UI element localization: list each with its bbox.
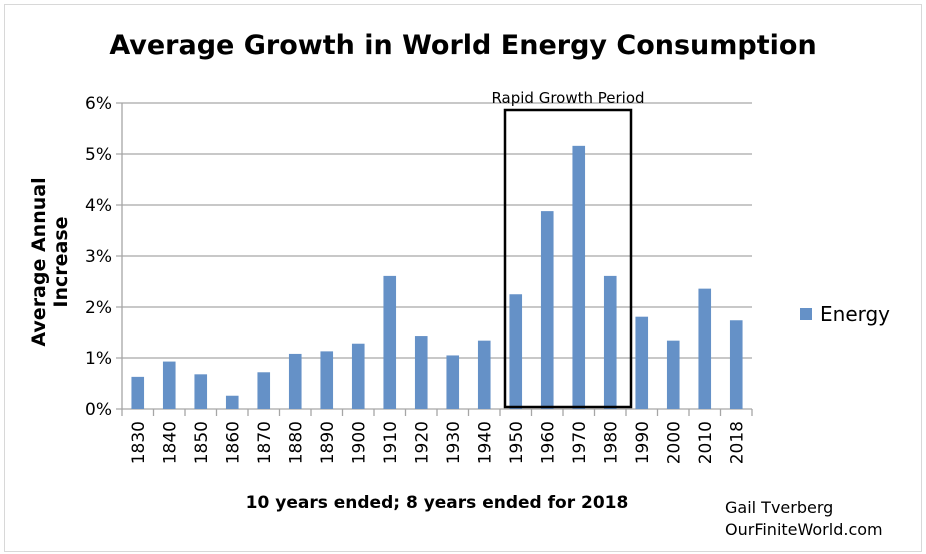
y-tick-label: 2% [85, 298, 112, 318]
credit-site: OurFiniteWorld.com [725, 520, 883, 539]
y-tick-label: 3% [85, 247, 112, 267]
bar-1870 [257, 372, 271, 409]
x-tick-label: 1990 [633, 421, 653, 464]
bar-1900 [351, 343, 365, 409]
credit-author: Gail Tverberg [725, 498, 834, 517]
annotation-label: Rapid Growth Period [491, 89, 644, 107]
bar-1940 [477, 340, 491, 409]
x-tick-label: 1850 [192, 421, 212, 464]
x-tick-label: 1910 [381, 421, 401, 464]
x-tick-label: 1890 [318, 421, 338, 464]
x-tick-label: 1920 [412, 421, 432, 464]
bar-1890 [320, 351, 334, 409]
bar-2000 [666, 340, 680, 409]
bar-1880 [288, 353, 302, 409]
x-tick-label: 2000 [664, 421, 684, 464]
x-tick-label: 1900 [349, 421, 369, 464]
x-tick-label: 1940 [475, 421, 495, 464]
x-tick-label: 1980 [601, 421, 621, 464]
y-tick-label: 0% [85, 400, 112, 420]
x-tick-label: 1840 [160, 421, 180, 464]
legend-swatch [800, 308, 812, 320]
x-tick-label: 2010 [696, 421, 716, 464]
bar-1990 [635, 316, 649, 409]
bar-1950 [509, 294, 523, 409]
y-tick-label: 5% [85, 145, 112, 165]
bar-1910 [383, 275, 397, 409]
bar-1920 [414, 336, 428, 409]
x-tick-label: 1860 [223, 421, 243, 464]
chart-title: Average Growth in World Energy Consumpti… [109, 30, 817, 61]
bar-1970 [572, 145, 586, 409]
chart-frame [4, 4, 922, 552]
bar-2010 [698, 288, 712, 409]
bar-1860 [225, 395, 239, 409]
bar-1930 [446, 355, 460, 409]
bar-1850 [194, 374, 208, 409]
y-tick-label: 6% [85, 94, 112, 114]
bar-1980 [603, 275, 617, 409]
bar-1830 [131, 376, 145, 409]
bar-1960 [540, 211, 554, 409]
legend: Energy [800, 302, 890, 326]
legend-label: Energy [820, 302, 891, 326]
y-tick-label: 1% [85, 349, 112, 369]
bar-1840 [162, 361, 176, 409]
x-tick-label: 1960 [538, 421, 558, 464]
x-tick-label: 1870 [255, 421, 275, 464]
x-tick-label: 1880 [286, 421, 306, 464]
x-axis-label: 10 years ended; 8 years ended for 2018 [245, 493, 629, 513]
x-tick-label: 1930 [444, 421, 464, 464]
y-tick-label: 4% [85, 196, 112, 216]
credit: Gail Tverberg OurFiniteWorld.com [725, 497, 883, 541]
x-tick-label: 1830 [129, 421, 149, 464]
x-tick-label: 2018 [727, 421, 747, 464]
bar-2018 [729, 320, 743, 409]
x-tick-label: 1970 [570, 421, 590, 464]
rapid-growth-box [503, 108, 633, 409]
x-tick-label: 1950 [507, 421, 527, 464]
